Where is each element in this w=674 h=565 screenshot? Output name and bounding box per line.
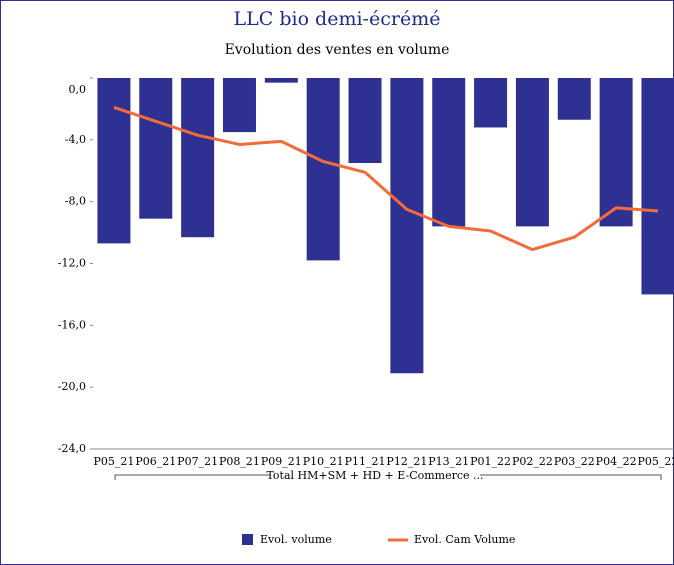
x-tick-label: P02_22 [512, 455, 553, 468]
y-tick-label: -8,0 [65, 195, 86, 208]
bar [264, 78, 298, 83]
bar [641, 78, 674, 295]
bar [432, 78, 466, 227]
y-tick-label: -24,0 [58, 442, 86, 455]
group-bracket [114, 474, 662, 480]
bar [557, 78, 591, 120]
bar [306, 78, 340, 261]
y-tick-label: -12,0 [58, 257, 86, 270]
x-tick-label: P05_21 [93, 455, 134, 468]
bar [139, 78, 173, 219]
chart-title: LLC bio demi-écrémé [234, 8, 441, 30]
x-tick-label: P08_21 [219, 455, 260, 468]
legend-label: Evol. volume [260, 533, 332, 546]
x-tick-label: P07_21 [177, 455, 218, 468]
legend-label: Evol. Cam Volume [414, 533, 515, 546]
bar [515, 78, 549, 227]
line [113, 105, 659, 252]
x-tick-label: P10_21 [303, 455, 344, 468]
y-tick-label: -16,0 [58, 318, 86, 331]
bar [97, 78, 131, 244]
chart-subtitle: Evolution des ventes en volume [225, 42, 450, 58]
group-label: Total HM+SM + HD + E-Commerce ... [266, 469, 483, 482]
legend-swatch [242, 534, 253, 545]
x-tick-label: P13_21 [428, 455, 469, 468]
x-tick-label: P03_22 [554, 455, 595, 468]
x-tick-label: P05_22 [638, 455, 674, 468]
y-tick-label: -20,0 [58, 380, 86, 393]
x-tick-label: P06_21 [135, 455, 176, 468]
y-tick-label: 0,0 [69, 83, 87, 96]
bar [474, 78, 508, 128]
x-tick-label: P09_21 [261, 455, 302, 468]
bar [222, 78, 256, 133]
bar [181, 78, 215, 238]
x-tick-label: P11_21 [345, 455, 386, 468]
x-tick-label: P04_22 [596, 455, 637, 468]
bar [390, 78, 424, 374]
x-tick-label: P12_21 [386, 455, 427, 468]
bar [599, 78, 633, 227]
bar [348, 78, 382, 164]
x-tick-label: P01_22 [470, 455, 511, 468]
y-tick-label: -4,0 [65, 133, 86, 146]
